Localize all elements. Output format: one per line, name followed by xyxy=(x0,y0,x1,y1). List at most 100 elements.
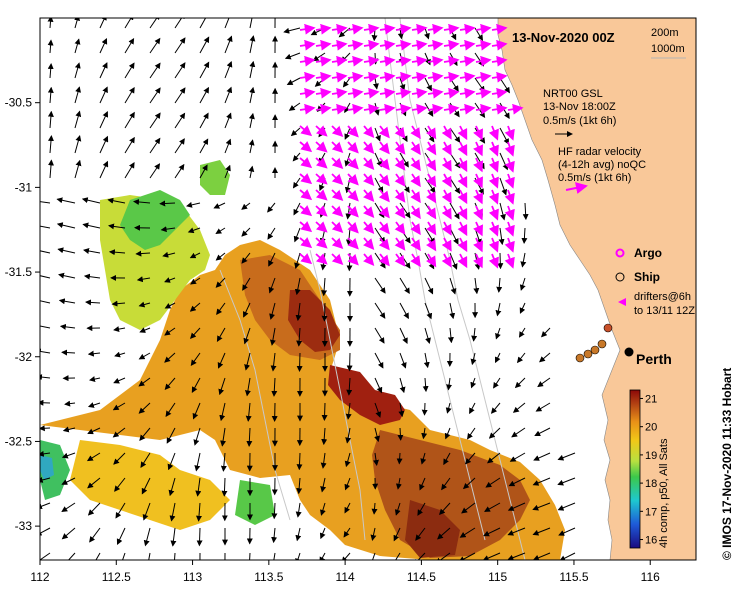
gsl-arrow xyxy=(507,527,526,536)
gsl-arrow xyxy=(99,86,108,104)
gsl-arrow xyxy=(40,477,51,483)
gsl-arrow xyxy=(374,277,386,294)
gsl-arrow xyxy=(249,552,251,560)
gsl-arrow xyxy=(535,402,551,412)
gsl-arrow xyxy=(215,227,226,235)
gsl-arrow xyxy=(86,452,101,462)
y-axis: -30.5 -31 -31.5 -32 -32.5 -33 xyxy=(5,96,40,533)
hf-arrow xyxy=(425,157,437,172)
gsl-arrow xyxy=(399,302,409,320)
x-tick-label: 116 xyxy=(641,570,660,584)
hf-arrow xyxy=(347,205,359,218)
gsl-arrow xyxy=(74,18,80,29)
hf-arrow xyxy=(394,253,406,267)
hf-arrow xyxy=(363,71,380,83)
gsl-arrow xyxy=(271,502,278,520)
hf-arrow xyxy=(441,237,452,252)
hf-arrow xyxy=(504,173,515,189)
gsl-arrow xyxy=(186,201,201,208)
hf-arrow xyxy=(315,237,328,249)
gsl-arrow xyxy=(295,302,302,322)
sst-layer xyxy=(40,160,565,560)
y-tick-label: -32 xyxy=(15,350,33,364)
hf-arrow xyxy=(443,103,460,115)
hf-arrow xyxy=(394,141,406,155)
gsl-arrow xyxy=(99,62,108,79)
gsl-arrow xyxy=(471,327,478,342)
hf-arrow xyxy=(378,157,390,171)
gsl-arrow xyxy=(445,402,452,414)
gsl-arrow xyxy=(467,427,476,440)
hf-arrow xyxy=(411,55,428,67)
y-tick-label: -32.5 xyxy=(5,434,33,448)
gsl-arrow xyxy=(224,18,230,29)
gsl-arrow xyxy=(58,298,76,305)
gsl-arrow xyxy=(47,63,54,79)
hf-arrow xyxy=(315,39,332,51)
gsl-arrow xyxy=(174,112,186,129)
gsl-arrow xyxy=(249,86,256,104)
gsl-arrow xyxy=(124,62,135,79)
hf-arrow xyxy=(315,173,328,185)
hf-arrow xyxy=(315,125,328,137)
gsl-arrow xyxy=(396,452,403,465)
gsl-arrow xyxy=(270,352,277,372)
hf-arrow xyxy=(491,39,508,51)
gsl-arrow xyxy=(40,425,51,432)
gsl-arrow xyxy=(189,252,201,259)
hf-arrow xyxy=(363,87,380,99)
hf-arrow xyxy=(475,39,492,51)
gsl-arrow xyxy=(421,402,428,416)
gsl-arrow xyxy=(346,377,353,396)
gsl-arrow xyxy=(164,352,176,363)
hf-arrow xyxy=(299,23,316,35)
hf-arrow xyxy=(475,103,492,115)
gsl-arrow xyxy=(199,138,209,154)
gsl-arrow xyxy=(443,452,451,466)
gsl-arrow xyxy=(321,302,328,322)
hf-arrow xyxy=(395,23,412,35)
hf-legend-line2: (4-12h avg) noQC xyxy=(558,159,646,171)
gsl-arrow xyxy=(47,110,54,129)
hf-arrow xyxy=(491,103,508,115)
x-axis: 112 112.5 113 113.5 114 114.5 115 115.5 116 xyxy=(30,560,660,584)
gsl-arrow xyxy=(374,402,382,418)
hf-arrow xyxy=(315,55,332,67)
gsl-arrow xyxy=(344,477,351,491)
gsl-arrow xyxy=(124,37,135,54)
gsl-arrow xyxy=(244,377,251,397)
hf-arrow xyxy=(425,253,437,268)
hf-arrow xyxy=(331,23,348,35)
gsl-arrow xyxy=(174,62,186,79)
gsl-arrow xyxy=(89,376,101,383)
gsl-arrow xyxy=(149,18,160,29)
gsl-arrow xyxy=(224,164,231,179)
gsl-arrow xyxy=(449,252,458,270)
gsl-arrow xyxy=(482,552,501,560)
hf-arrow xyxy=(331,125,344,138)
gsl-arrow xyxy=(64,400,76,407)
gsl-arrow xyxy=(490,402,501,414)
hf-arrow xyxy=(427,55,444,67)
gsl-arrow xyxy=(268,277,276,294)
gsl-arrow xyxy=(124,18,134,29)
gsl-arrow xyxy=(461,502,476,514)
gsl-arrow xyxy=(124,86,135,104)
gsl-arrow xyxy=(449,302,456,320)
gsl-arrow xyxy=(189,302,201,312)
bathy-legend-1000m: 1000m xyxy=(651,43,685,55)
hf-arrow xyxy=(331,39,348,51)
gsl-arrow xyxy=(271,527,278,544)
gsl-arrow xyxy=(187,227,201,234)
x-tick-label: 113.5 xyxy=(254,570,283,584)
hf-arrow xyxy=(299,55,316,67)
gsl-arrow xyxy=(174,138,185,154)
hf-arrow xyxy=(488,253,499,269)
hf-arrow xyxy=(331,189,344,202)
gsl-arrow xyxy=(74,38,81,54)
hf-arrow xyxy=(473,173,483,189)
hf-arrow xyxy=(347,141,359,154)
gsl-arrow xyxy=(415,527,426,541)
hf-arrow xyxy=(443,23,460,35)
gsl-arrow xyxy=(47,39,54,54)
